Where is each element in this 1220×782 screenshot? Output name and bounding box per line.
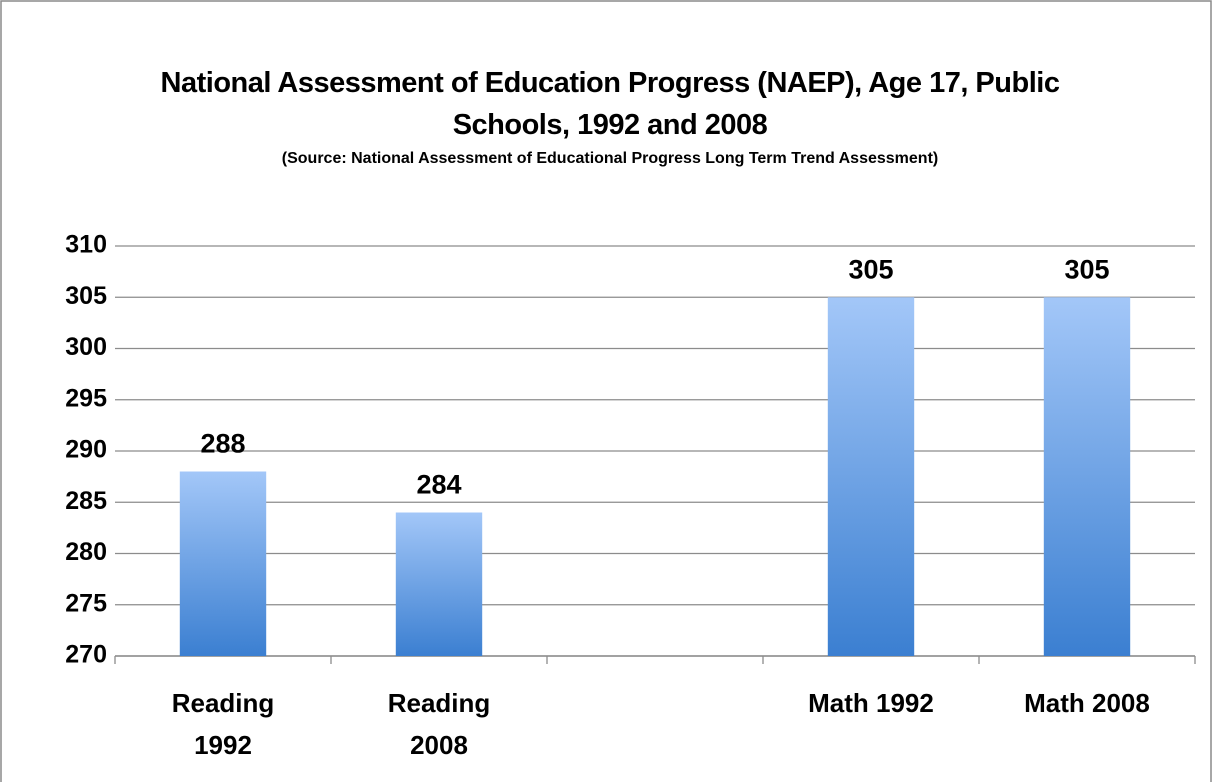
x-tick-label: Math 1992 xyxy=(808,688,934,718)
chart-subtitle: (Source: National Assessment of Educatio… xyxy=(281,150,939,167)
bar xyxy=(179,471,267,656)
bar xyxy=(827,297,915,656)
y-tick-label: 305 xyxy=(65,282,107,310)
y-tick-label: 310 xyxy=(65,231,107,259)
bar xyxy=(1043,297,1131,656)
y-tick-label: 280 xyxy=(65,538,107,566)
y-tick-label: 285 xyxy=(65,487,107,515)
x-tick-label: Math 2008 xyxy=(1024,688,1150,718)
y-tick-label: 290 xyxy=(65,436,107,464)
y-tick-label: 300 xyxy=(65,333,107,361)
value-label: 284 xyxy=(416,470,461,500)
y-tick-label: 275 xyxy=(65,589,107,617)
value-label: 305 xyxy=(1064,254,1109,284)
value-label: 288 xyxy=(200,429,245,459)
y-tick-label: 270 xyxy=(65,641,107,669)
value-label: 305 xyxy=(848,254,893,284)
bar xyxy=(395,512,483,656)
y-tick-label: 295 xyxy=(65,384,107,412)
x-tick-label: Reading 2008 xyxy=(387,688,491,760)
chart-title: National Assessment of Education Progres… xyxy=(160,67,1060,141)
x-tick-label: Reading 1992 xyxy=(171,688,275,760)
